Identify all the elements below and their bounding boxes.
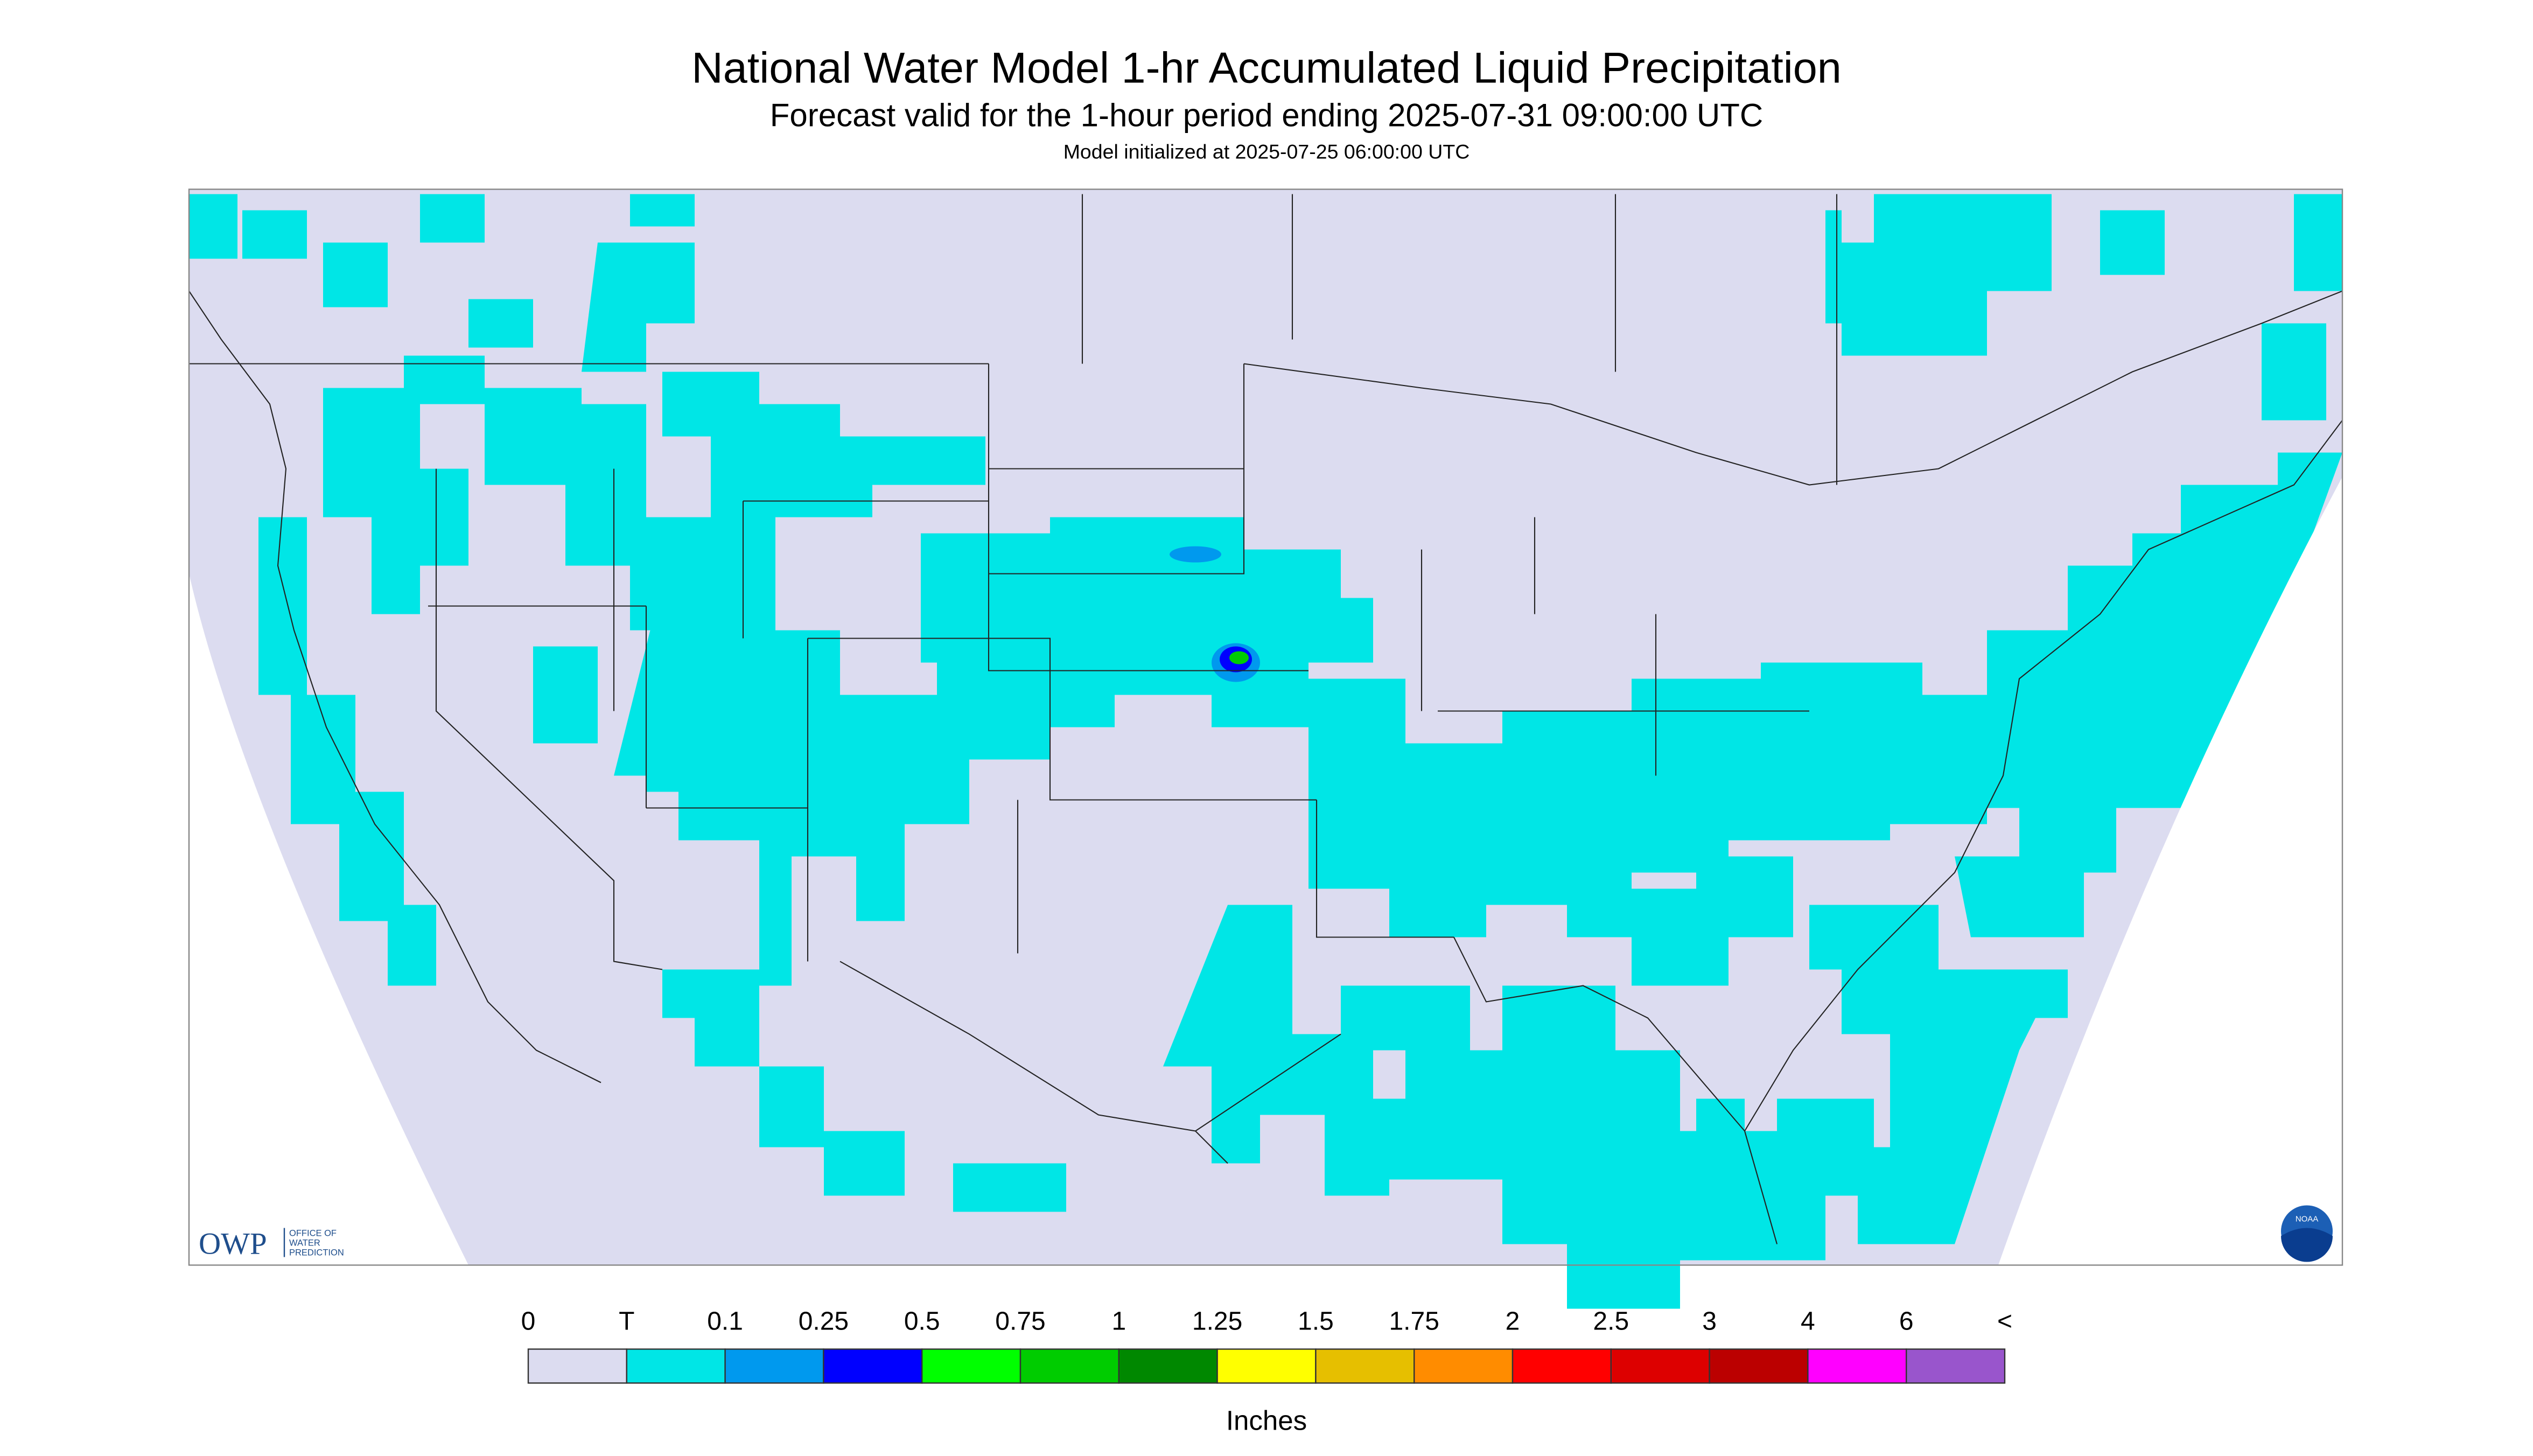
subtitle: Forecast valid for the 1-hour period end… xyxy=(770,97,1763,134)
legend-label: 0.1 xyxy=(707,1307,743,1336)
legend-label: 0.25 xyxy=(799,1307,849,1336)
legend-swatch xyxy=(1807,1348,1907,1384)
map-frame xyxy=(188,188,2343,1266)
owp-line: WATER xyxy=(289,1238,320,1248)
legend-label: 2.5 xyxy=(1593,1307,1629,1336)
legend-label: 0.5 xyxy=(904,1307,940,1336)
legend-label: 1.75 xyxy=(1389,1307,1439,1336)
legend-swatch xyxy=(1118,1348,1218,1384)
heavy-cell xyxy=(1170,546,1260,682)
legend-unit: Inches xyxy=(1226,1405,1307,1436)
legend-swatch xyxy=(527,1348,628,1384)
legend-label: 0 xyxy=(521,1307,536,1336)
legend: 0 T 0.1 0.25 0.5 0.75 1 1.25 1.5 1.75 2 2.5 3 4 6 < xyxy=(521,1307,2012,1384)
owp-abbr: OWP xyxy=(199,1227,267,1261)
legend-label: 3 xyxy=(1702,1307,1717,1336)
legend-label: < xyxy=(1997,1307,2012,1336)
title: National Water Model 1-hr Accumulated Li… xyxy=(691,44,1842,93)
owp-logo: OWP OFFICE OF WATER PREDICTION xyxy=(199,1227,344,1261)
noaa-logo: NOAA xyxy=(2281,1205,2333,1262)
legend-label: 6 xyxy=(1899,1307,1914,1336)
noaa-text: NOAA xyxy=(2296,1215,2319,1224)
legend-label: 1.5 xyxy=(1298,1307,1334,1336)
map: OWP OFFICE OF WATER PREDICTION NOAA xyxy=(188,188,2343,1309)
borders xyxy=(188,194,2343,1265)
legend-swatch xyxy=(724,1348,824,1384)
legend-swatch xyxy=(626,1348,726,1384)
legend-swatch xyxy=(823,1348,923,1384)
precip-areas xyxy=(189,194,2342,1309)
owp-line: PREDICTION xyxy=(289,1248,344,1258)
legend-label: 1.25 xyxy=(1192,1307,1242,1336)
legend-label: T xyxy=(619,1307,634,1336)
legend-swatch xyxy=(1414,1348,1514,1384)
legend-swatch xyxy=(1512,1348,1612,1384)
legend-swatch xyxy=(921,1348,1021,1384)
legend-swatch xyxy=(1709,1348,1809,1384)
init-time: Model initialized at 2025-07-25 06:00:00… xyxy=(1063,141,1470,163)
out-of-domain-right xyxy=(1998,477,2342,1265)
legend-label: 2 xyxy=(1506,1307,1520,1336)
legend-label: 1 xyxy=(1111,1307,1126,1336)
legend-swatch xyxy=(1019,1348,1120,1384)
legend-label: 0.75 xyxy=(995,1307,1045,1336)
out-of-domain-left xyxy=(189,573,468,1265)
legend-swatch xyxy=(1905,1348,2006,1384)
legend-swatch xyxy=(1610,1348,1710,1384)
legend-swatch xyxy=(1216,1348,1317,1384)
owp-line: OFFICE OF xyxy=(289,1229,337,1238)
legend-swatch xyxy=(1315,1348,1415,1384)
legend-label: 4 xyxy=(1801,1307,1815,1336)
